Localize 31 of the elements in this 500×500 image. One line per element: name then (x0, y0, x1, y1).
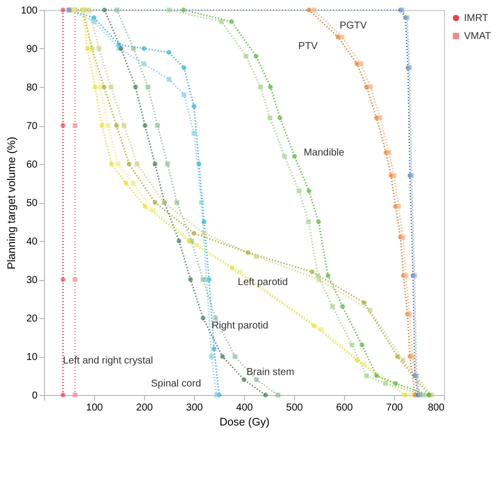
y-tick-label: 50 (26, 198, 38, 209)
annotation: PTV (298, 40, 318, 52)
annotation: Spinal cord (150, 378, 202, 390)
x-tick-label: 100 (86, 402, 104, 414)
x-tick-label: 600 (336, 402, 354, 414)
y-tick-label: 100 (20, 6, 38, 16)
x-tick-label: 400 (236, 402, 254, 414)
x-tick-label: 700 (386, 402, 404, 414)
annotation: Left and right crystal (62, 355, 154, 366)
annotation: Brain stem (246, 366, 294, 378)
annotation: Mandible (304, 147, 345, 158)
x-axis-title: Dose (Gy) (219, 416, 270, 428)
y-tick-label: 40 (26, 236, 38, 248)
x-tick-label: 500 (286, 402, 304, 414)
y-tick-label: 0 (32, 390, 38, 402)
x-tick-label: 200 (136, 402, 154, 414)
legend-label: VMAT (464, 31, 492, 42)
y-tick-label: 10 (26, 352, 38, 363)
annotation: Right parotid (212, 320, 268, 332)
y-axis-title: Planning target volume (%) (6, 136, 18, 270)
y-tick-label: 60 (26, 160, 38, 170)
y-tick-label: 20 (26, 314, 38, 324)
annotation: PGTV (340, 20, 368, 32)
y-tick-label: 80 (26, 82, 38, 94)
y-tick-label: 90 (26, 44, 38, 55)
x-tick-label: 800 (428, 402, 445, 414)
y-tick-label: 30 (26, 275, 38, 286)
annotation: Left parotid (238, 276, 288, 288)
y-tick-label: 70 (26, 121, 38, 132)
x-tick-label: 300 (186, 402, 204, 414)
legend-label: IMRT (464, 13, 488, 24)
